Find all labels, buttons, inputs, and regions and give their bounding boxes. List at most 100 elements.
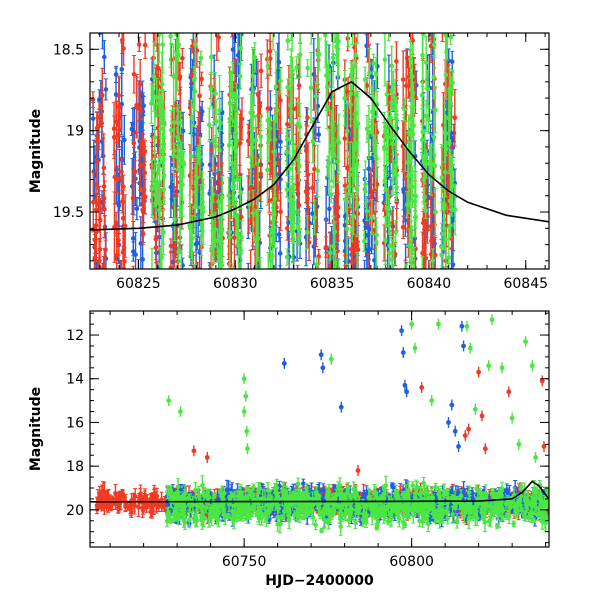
data-point <box>349 246 354 252</box>
data-point <box>151 341 156 346</box>
data-point <box>189 154 194 159</box>
data-point <box>444 164 450 169</box>
data-point <box>304 412 309 417</box>
data-point <box>425 328 430 333</box>
data-point <box>278 78 283 84</box>
data-point <box>189 341 194 346</box>
data-point <box>101 165 107 171</box>
data-point <box>254 322 259 327</box>
data-point <box>410 38 415 43</box>
data-point <box>238 190 243 195</box>
data-point <box>149 186 155 192</box>
data-point <box>138 108 143 114</box>
data-point <box>98 290 103 295</box>
data-point <box>130 121 136 127</box>
data-point <box>161 141 167 147</box>
data-point <box>232 369 237 374</box>
data-point <box>120 199 125 204</box>
data-point <box>405 363 410 368</box>
data-point <box>268 345 273 350</box>
data-point <box>327 206 332 212</box>
data-point <box>373 414 378 419</box>
data-point <box>390 141 396 147</box>
data-point <box>271 291 276 296</box>
data-point <box>443 319 448 324</box>
data-point <box>254 303 259 308</box>
data-point <box>180 55 185 61</box>
data-point <box>292 299 297 304</box>
data-point <box>90 116 96 121</box>
data-point <box>265 63 271 69</box>
data-point <box>347 172 353 178</box>
data-point <box>246 345 251 350</box>
data-point <box>344 219 350 224</box>
data-point <box>297 278 302 283</box>
data-point <box>122 137 127 143</box>
series-green <box>149 5 458 419</box>
data-point <box>102 206 107 212</box>
data-point <box>370 210 375 215</box>
data-point <box>278 209 283 215</box>
data-point <box>100 303 105 308</box>
data-point <box>210 319 215 324</box>
data-point <box>355 281 360 286</box>
data-point <box>191 272 196 277</box>
data-point <box>152 395 157 400</box>
data-point <box>176 1 181 6</box>
data-point <box>159 337 164 342</box>
data-point <box>429 26 434 31</box>
data-point <box>303 148 309 153</box>
data-point <box>195 295 200 300</box>
data-point <box>268 278 273 283</box>
data-point <box>132 169 138 175</box>
data-point <box>207 289 212 294</box>
data-point <box>216 35 222 40</box>
data-point <box>97 281 102 286</box>
data-point <box>423 208 428 213</box>
data-point <box>103 247 108 252</box>
data-point <box>253 137 259 143</box>
data-point <box>131 71 137 77</box>
data-point <box>99 92 105 98</box>
data-point <box>332 295 337 300</box>
data-point <box>255 296 260 301</box>
data-point <box>426 117 431 122</box>
data-point <box>388 185 394 191</box>
data-point <box>451 130 457 136</box>
data-point <box>98 8 103 13</box>
data-point <box>149 334 154 339</box>
data-point <box>120 215 126 221</box>
data-point <box>237 322 242 327</box>
data-point <box>444 299 449 304</box>
data-point <box>102 306 107 311</box>
data-point <box>153 25 158 30</box>
data-point <box>446 255 452 260</box>
data-point <box>100 289 105 294</box>
data-point <box>296 304 301 309</box>
data-point <box>274 274 279 279</box>
data-point <box>168 265 174 269</box>
data-point <box>314 262 319 267</box>
data-point <box>294 65 299 70</box>
data-point <box>158 319 163 324</box>
data-point <box>97 114 102 120</box>
data-point <box>103 277 108 282</box>
data-point <box>312 215 317 220</box>
top-panel: 60825 60830 60835 60840 6084518.51919.5Magni… <box>28 1 550 419</box>
data-point <box>333 5 338 10</box>
data-point <box>451 23 456 28</box>
data-point <box>210 301 215 306</box>
data-point <box>171 120 177 125</box>
data-point <box>351 296 356 301</box>
data-point <box>192 271 197 276</box>
data-point <box>248 311 253 316</box>
data-point <box>315 365 320 370</box>
data-point <box>390 274 395 279</box>
data-point <box>345 330 350 335</box>
data-point <box>310 211 315 216</box>
data-point <box>329 270 334 275</box>
data-point <box>265 106 271 111</box>
data-point <box>307 292 312 297</box>
data-point <box>335 191 340 197</box>
data-point <box>92 280 97 285</box>
